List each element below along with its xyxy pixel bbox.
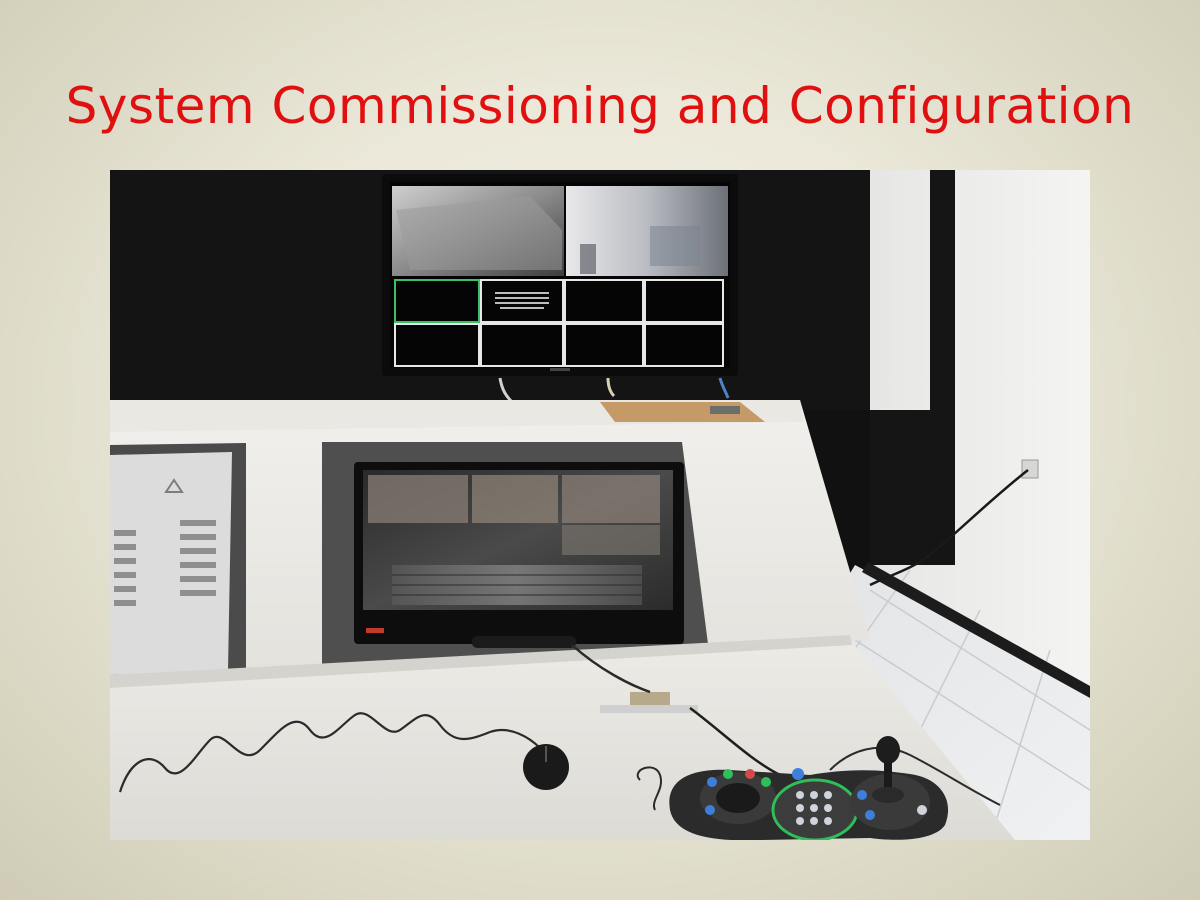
baseboard (862, 562, 1090, 698)
control-desk-photo (110, 170, 1090, 840)
wall-cable (869, 469, 1029, 587)
slide-title: System Commissioning and Configuration (65, 77, 1135, 135)
photo-illustration (110, 170, 1090, 840)
floor (810, 565, 1090, 840)
mouse-cable (118, 712, 541, 793)
selected-pane (394, 279, 480, 323)
cork-pad (600, 402, 765, 422)
plastic-bag (110, 452, 232, 675)
wall-edge (870, 170, 955, 565)
joystick-keyboard (669, 736, 949, 840)
cable-connector (630, 692, 670, 708)
wall-outlet (1021, 459, 1039, 479)
mouse (523, 744, 569, 790)
